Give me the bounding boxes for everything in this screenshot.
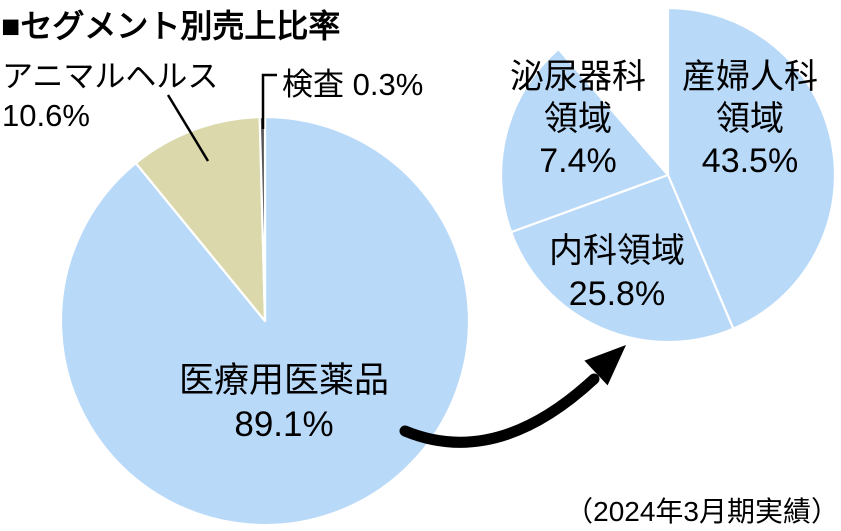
label-obgyn: 産婦人科 領域 43.5% <box>653 56 841 182</box>
label-urology-name-2: 領域 <box>544 100 612 138</box>
label-pharma-name: 医療用医薬品 <box>178 361 389 400</box>
label-obgyn-name-1: 産婦人科 <box>682 58 818 96</box>
animal-health-leader-line <box>166 94 210 162</box>
pie-slice-breakdown-2 <box>500 47 670 234</box>
label-animal-health-name: アニマルヘルス <box>2 59 219 94</box>
page-title: ■セグメント別売上比率 <box>1 8 341 44</box>
label-urology: 泌尿器科 領域 7.4% <box>481 56 675 182</box>
pie-slice-main-1 <box>134 116 267 323</box>
label-obgyn-name-2: 領域 <box>716 100 784 138</box>
label-pharma-value: 89.1% <box>234 405 334 444</box>
label-obgyn-value: 43.5% <box>701 142 799 180</box>
label-internal-name: 内科領域 <box>549 232 685 270</box>
label-internal-medicine: 内科領域 25.8% <box>495 230 739 316</box>
label-urology-value: 7.4% <box>539 142 617 180</box>
label-urology-name-1: 泌尿器科 <box>510 58 646 96</box>
arrow-curve <box>399 373 600 448</box>
left-pie <box>59 115 471 527</box>
inspection-leader-line <box>261 73 277 129</box>
pie-slice-breakdown-0 <box>666 6 837 330</box>
label-internal-value: 25.8% <box>568 275 666 313</box>
pie-slice-breakdown-1 <box>510 173 735 344</box>
right-pie <box>500 6 837 344</box>
arrow-head-icon <box>584 345 626 386</box>
label-animal-health-value: 10.6% <box>2 98 90 133</box>
label-inspection: 検査 0.3% <box>282 67 424 102</box>
label-animal-health: アニマルヘルス 10.6% <box>2 57 218 135</box>
label-pharma-center: 医療用医薬品 89.1% <box>117 359 451 447</box>
period-caption: （2024年3月期実績） <box>565 496 839 527</box>
